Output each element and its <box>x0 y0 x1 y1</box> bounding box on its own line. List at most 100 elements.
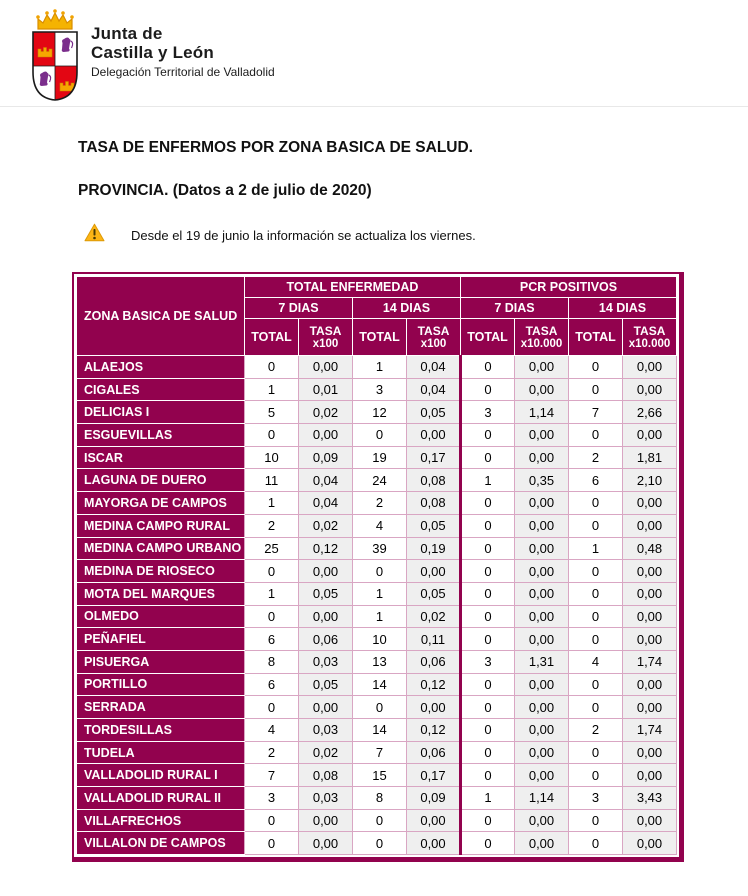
value-cell: 1 <box>244 491 299 515</box>
department-name: Delegación Territorial de Valladolid <box>91 65 275 79</box>
value-cell: 0,00 <box>622 808 677 833</box>
value-cell: 1 <box>244 377 299 402</box>
value-cell: 0 <box>459 445 515 470</box>
value-cell: 0,08 <box>406 491 461 515</box>
health-zone-table: ZONA BASICA DE SALUD TOTAL ENFERMEDAD PC… <box>76 276 677 856</box>
org-name-line2: Castilla y León <box>91 43 214 62</box>
tasa-label: TASA <box>525 323 558 338</box>
zone-name-cell: CIGALES <box>76 377 245 402</box>
value-cell: 0 <box>244 559 299 583</box>
period-header-pcr-7-dias: 7 DIAS <box>460 297 569 319</box>
table-row: CIGALES 1 0,01 3 0,04 0 0,00 0 0,00 <box>76 377 677 402</box>
zone-name-cell: SERRADA <box>76 695 245 719</box>
value-cell: 0 <box>568 627 623 651</box>
value-cell: 0 <box>568 831 623 856</box>
value-cell: 0 <box>352 559 407 583</box>
value-cell: 14 <box>352 718 407 742</box>
value-cell: 0 <box>459 604 515 629</box>
value-cell: 0,00 <box>622 423 677 447</box>
zone-name-cell: MEDINA CAMPO URBANO <box>76 536 245 561</box>
value-cell: 0,48 <box>622 536 677 561</box>
value-cell: 0 <box>352 423 407 447</box>
value-cell: 2,66 <box>622 400 677 425</box>
value-cell: 0,00 <box>514 718 569 742</box>
zone-name-cell: PORTILLO <box>76 672 245 697</box>
table-row: MAYORGA DE CAMPOS 1 0,04 2 0,08 0 0,00 0 0,00 <box>76 491 677 515</box>
value-cell: 2 <box>568 445 623 470</box>
notice-text: Desde el 19 de junio la información se a… <box>131 227 476 243</box>
value-cell: 1 <box>352 581 407 606</box>
value-cell: 19 <box>352 445 407 470</box>
value-cell: 6 <box>244 627 299 651</box>
zone-name-cell: VILLALON DE CAMPOS <box>76 831 245 856</box>
value-cell: 0,00 <box>406 423 461 447</box>
header-divider <box>0 106 748 107</box>
zone-name-cell: VALLADOLID RURAL II <box>76 786 245 810</box>
health-zone-table-frame: ZONA BASICA DE SALUD TOTAL ENFERMEDAD PC… <box>72 272 684 863</box>
value-cell: 39 <box>352 536 407 561</box>
value-cell: 0,00 <box>298 355 353 379</box>
value-cell: 0,00 <box>514 763 569 788</box>
table-row: MEDINA CAMPO RURAL 2 0,02 4 0,05 0 0,00 0 0,00 <box>76 513 677 538</box>
value-cell: 0,05 <box>406 513 461 538</box>
value-cell: 0 <box>568 581 623 606</box>
table-row: SERRADA 0 0,00 0 0,00 0 0,00 0 0,00 <box>76 695 677 719</box>
update-notice: Desde el 19 de junio la información se a… <box>84 223 686 247</box>
value-cell: 15 <box>352 763 407 788</box>
metric-header-row: TOTAL TASA x100 TOTAL TASA x100 TOTAL TA… <box>77 318 677 356</box>
value-cell: 0 <box>568 355 623 379</box>
value-cell: 2 <box>568 718 623 742</box>
value-cell: 1 <box>352 604 407 629</box>
table-row: MOTA DEL MARQUES 1 0,05 1 0,05 0 0,00 0 0,00 <box>76 581 677 606</box>
value-cell: 0 <box>244 604 299 629</box>
value-cell: 0,05 <box>406 400 461 425</box>
value-cell: 0,00 <box>622 831 677 856</box>
table-row: PORTILLO 6 0,05 14 0,12 0 0,00 0 0,00 <box>76 672 677 697</box>
value-cell: 0,06 <box>298 627 353 651</box>
value-cell: 12 <box>352 400 407 425</box>
value-cell: 0,00 <box>298 831 353 856</box>
value-cell: 0 <box>244 695 299 719</box>
value-cell: 2 <box>244 513 299 538</box>
value-cell: 0,05 <box>298 581 353 606</box>
value-cell: 0,03 <box>298 786 353 810</box>
value-cell: 7 <box>244 763 299 788</box>
org-name-block: Junta de Castilla y León Delegación Terr… <box>91 8 275 79</box>
metric-header-total: TOTAL <box>568 318 623 356</box>
value-cell: 0,00 <box>298 423 353 447</box>
value-cell: 8 <box>244 649 299 674</box>
value-cell: 10 <box>244 445 299 470</box>
tasa-multiplier: x100 <box>420 337 447 350</box>
metric-header-total: TOTAL <box>244 318 299 356</box>
document-header: Junta de Castilla y León Delegación Terr… <box>0 0 748 101</box>
value-cell: 0,00 <box>622 695 677 719</box>
value-cell: 0,00 <box>622 513 677 538</box>
value-cell: 5 <box>244 400 299 425</box>
value-cell: 6 <box>244 672 299 697</box>
value-cell: 0,00 <box>514 581 569 606</box>
value-cell: 1,74 <box>622 718 677 742</box>
value-cell: 0,00 <box>622 763 677 788</box>
tasa-multiplier: x10.000 <box>520 337 563 350</box>
document-body: TASA DE ENFERMOS POR ZONA BASICA DE SALU… <box>72 139 686 867</box>
value-cell: 10 <box>352 627 407 651</box>
value-cell: 0,00 <box>514 672 569 697</box>
value-cell: 0 <box>568 695 623 719</box>
metric-header-total: TOTAL <box>460 318 515 356</box>
value-cell: 0,19 <box>406 536 461 561</box>
value-cell: 1,81 <box>622 445 677 470</box>
value-cell: 14 <box>352 672 407 697</box>
group-header-total-enfermedad: TOTAL ENFERMEDAD <box>244 276 461 298</box>
value-cell: 0 <box>568 559 623 583</box>
group-header-row: ZONA BASICA DE SALUD TOTAL ENFERMEDAD PC… <box>76 276 677 356</box>
value-cell: 1 <box>459 468 515 493</box>
table-row: TORDESILLAS 4 0,03 14 0,12 0 0,00 2 1,74 <box>76 718 677 742</box>
value-cell: 0,12 <box>406 718 461 742</box>
tasa-label: TASA <box>417 323 450 338</box>
value-cell: 0 <box>459 718 515 742</box>
value-cell: 0,00 <box>514 559 569 583</box>
value-cell: 0 <box>459 695 515 719</box>
value-cell: 0,05 <box>406 581 461 606</box>
value-cell: 0,00 <box>514 627 569 651</box>
zone-name-cell: ALAEJOS <box>76 355 245 379</box>
